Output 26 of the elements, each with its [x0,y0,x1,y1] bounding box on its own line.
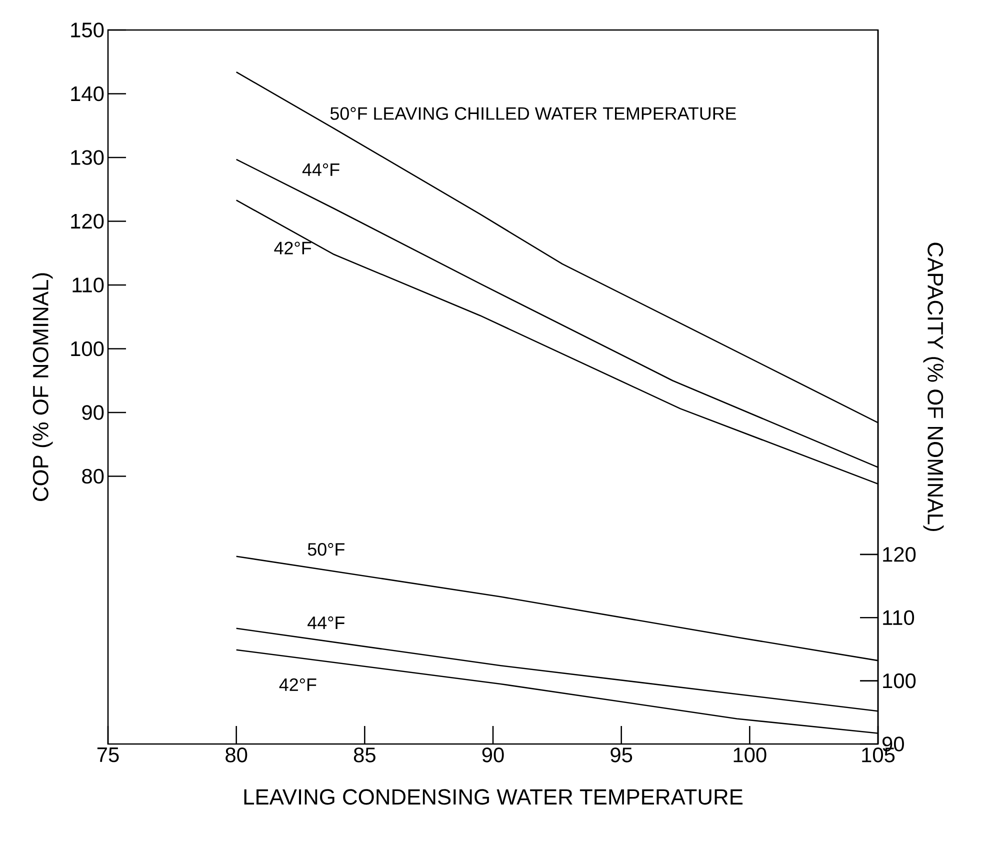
x-tick-label: 100 [734,748,766,762]
y2-tick-label: 120 [883,547,916,562]
y-tick-label: 80 [82,468,104,484]
series-label: 50°F [308,543,344,556]
x-tick-label: 80 [226,748,248,762]
y-tick-label: 150 [71,22,104,38]
y2-tick-label: 100 [883,673,916,688]
y-tick-label: 100 [71,341,104,356]
series-label: 42°F [274,242,312,254]
x-tick-label: 75 [97,748,119,762]
x-tick-label: 90 [482,748,504,762]
y-tick-label: 140 [71,86,104,102]
y-axis-title: COP (% OF NOMINAL) [32,273,53,501]
x-axis-title: LEAVING CONDENSING WATER TEMPERATURE [244,789,743,805]
series-label: 44°F [308,616,344,629]
y-tick-label: 130 [71,150,104,165]
series-label: 50°F LEAVING CHILLED WATER TEMPERATURE [330,107,736,120]
series-label: 42°F [279,678,316,691]
y-tick-label: 110 [72,278,104,292]
y-tick-label: 90 [82,405,104,420]
x-tick-label: 95 [610,748,632,762]
y-tick-label: 120 [71,214,104,229]
y2-tick-label: 110 [883,610,914,626]
x-tick-label: 85 [354,748,376,762]
series-label: 44°F [302,163,340,176]
y2-axis-title: CAPACITY (% OF NOMINAL) [923,242,944,531]
